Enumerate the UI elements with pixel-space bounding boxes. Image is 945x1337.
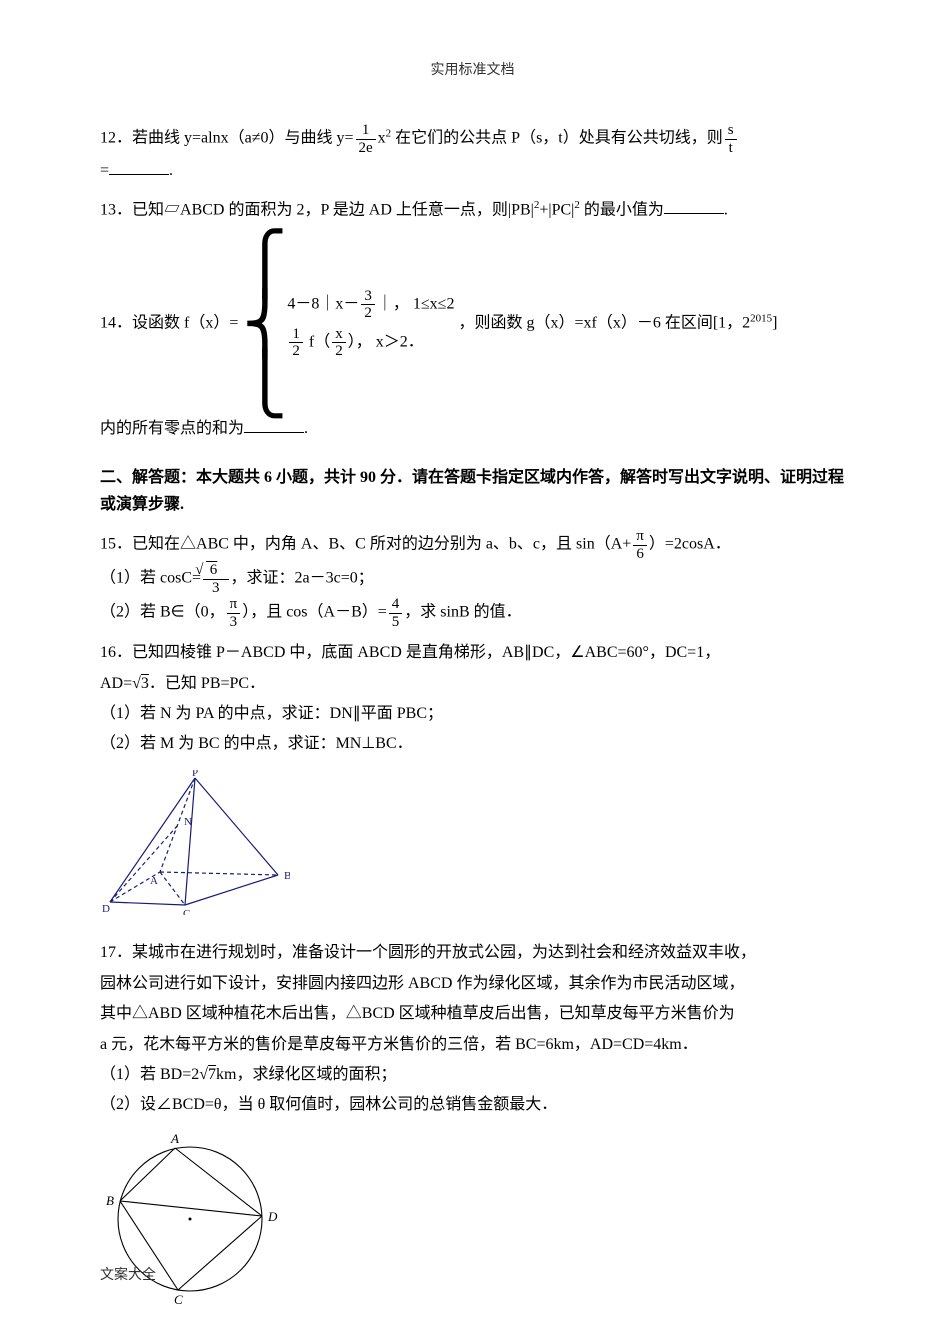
svg-text:C: C	[183, 908, 190, 915]
text: ），且 cos（A－B）=	[242, 604, 387, 621]
problem-number: 16．	[100, 644, 132, 661]
section-heading: 二、解答题：本大题共 6 小题，共计 90 分．请在答题卡指定区域内作答，解答时…	[100, 464, 845, 518]
text: 其中△ABD 区域种植花木后出售，△BCD 区域种植草皮后出售，已知草皮每平方米…	[100, 1005, 735, 1022]
equals: =	[100, 162, 109, 179]
problem-14: 14．设函数 f（x）= ⎧⎨⎩ 4－8｜x－32｜， 1≤x≤2 12 f（x…	[100, 234, 845, 444]
text: 已知▱ABCD 的面积为 2，P 是边 AD 上任意一点，则|PB|	[132, 201, 534, 218]
text: 若曲线 y=alnx（a≠0）与曲线 y=	[132, 130, 353, 147]
text: ）=2cosA．	[649, 536, 731, 553]
text: 的最小值为	[580, 201, 664, 218]
text: 某城市在进行规划时，准备设计一个圆形的开放式公园，为达到社会和经济效益双丰收，	[132, 944, 756, 961]
period: .	[724, 201, 728, 218]
svg-text:A: A	[150, 875, 158, 887]
fraction: 12e	[356, 122, 376, 156]
text: AD=	[100, 675, 132, 692]
period: .	[304, 420, 308, 437]
answer-blank[interactable]	[664, 198, 724, 214]
part-1: （1）若 cosC=	[100, 570, 201, 587]
circle-diagram: A B C D	[100, 1131, 845, 1315]
problem-number: 12．	[100, 130, 132, 147]
text: 在它们的公共点 P（s，t）处具有公共切线，则	[391, 130, 723, 147]
left-brace-icon: ⎧⎨⎩	[242, 234, 287, 414]
svg-text:A: A	[170, 1131, 179, 1146]
text: 内的所有零点的和为	[100, 420, 244, 437]
fraction: st	[725, 122, 737, 156]
text: km，求绿化区域的面积；	[216, 1066, 396, 1083]
text: ，求证：2a－3c=0；	[231, 570, 374, 587]
exponent: 2015	[750, 312, 772, 324]
text: a 元，花木每平方米的售价是草皮每平方米售价的三倍，若 BC=6km，AD=CD…	[100, 1036, 698, 1053]
part-2: （2）设∠BCD=θ，当 θ 取何值时，园林公司的总销售金额最大．	[100, 1096, 557, 1113]
problem-number: 13．	[100, 201, 132, 218]
answer-blank[interactable]	[244, 417, 304, 433]
problem-17: 17．某城市在进行规划时，准备设计一个圆形的开放式公园，为达到社会和经济效益双丰…	[100, 938, 845, 1120]
fraction: π6	[633, 528, 647, 562]
svg-text:C: C	[174, 1292, 183, 1306]
svg-text:P: P	[192, 770, 198, 779]
text: x	[378, 130, 386, 147]
problem-number: 15．	[100, 536, 132, 553]
answer-blank[interactable]	[109, 159, 169, 175]
svg-text:N: N	[184, 816, 192, 828]
problem-number: 14．	[100, 314, 132, 331]
text: ，求 sinB 的值．	[404, 604, 521, 621]
period: .	[169, 162, 173, 179]
part-1: （1）若 N 为 PA 的中点，求证：DN∥平面 PBC；	[100, 705, 443, 722]
fraction: 45	[389, 596, 403, 630]
problem-12: 12．若曲线 y=alnx（a≠0）与曲线 y=12ex2 在它们的公共点 P（…	[100, 122, 845, 186]
text: 已知四棱锥 P－ABCD 中，底面 ABCD 是直角梯形，AB∥DC，∠ABC=…	[132, 644, 720, 661]
problem-number: 17．	[100, 944, 132, 961]
svg-text:B: B	[106, 1193, 114, 1208]
svg-text:D: D	[102, 903, 110, 915]
text: ]	[772, 314, 777, 331]
svg-text:D: D	[267, 1209, 278, 1224]
part-2: （2）若 M 为 BC 的中点，求证：MN⊥BC．	[100, 735, 413, 752]
problem-13: 13．已知▱ABCD 的面积为 2，P 是边 AD 上任意一点，则|PB|2+|…	[100, 195, 845, 226]
text: +|PC|	[539, 201, 574, 218]
sqrt: √3	[132, 675, 149, 692]
part-2: （2）若 B∈（0，	[100, 604, 225, 621]
text: 已知在△ABC 中，内角 A、B、C 所对的边分别为 a、b、c，且 sin（A…	[132, 536, 631, 553]
text: ．已知 PB=PC．	[149, 675, 265, 692]
pyramid-diagram: P A B C D N	[100, 770, 845, 924]
text: 设函数 f（x）=	[132, 314, 238, 331]
fraction: π3	[227, 596, 241, 630]
sqrt: √7	[199, 1066, 216, 1083]
problem-16: 16．已知四棱锥 P－ABCD 中，底面 ABCD 是直角梯形，AB∥DC，∠A…	[100, 638, 845, 760]
page-footer: 文案大全	[100, 1265, 156, 1287]
fraction: 6√3	[203, 562, 228, 596]
problem-15: 15．已知在△ABC 中，内角 A、B、C 所对的边分别为 a、b、c，且 si…	[100, 528, 845, 630]
page-header: 实用标准文档	[100, 60, 845, 82]
text: ，则函数 g（x）=xf（x）－6 在区间[1，2	[458, 314, 750, 331]
text: 园林公司进行如下设计，安排圆内接四边形 ABCD 作为绿化区域，其余作为市民活动…	[100, 975, 744, 992]
part-1: （1）若 BD=2	[100, 1066, 199, 1083]
svg-text:B: B	[284, 870, 290, 882]
piecewise-function: ⎧⎨⎩ 4－8｜x－32｜， 1≤x≤2 12 f（x2）， x＞2．	[242, 234, 454, 414]
